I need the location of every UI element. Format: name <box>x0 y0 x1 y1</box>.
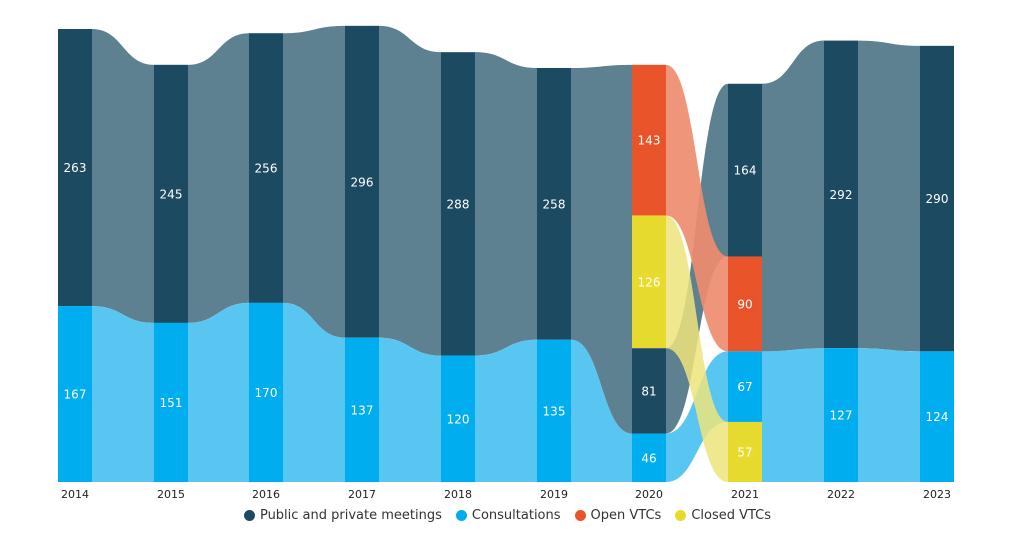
flow-consultations-2017-2018 <box>379 337 441 482</box>
value-label-bg-public-and-private-meetings-2020 <box>638 381 660 400</box>
legend-label-closed-vtcs: Closed VTCs <box>691 508 772 523</box>
legend-swatch-open-vtcs <box>574 510 586 521</box>
flow-public-and-private-meetings-2014-2015 <box>92 28 154 323</box>
value-label-public-and-private-meetings-2023: 290 <box>926 192 949 206</box>
value-label-bg-consultations-2022 <box>826 406 856 425</box>
legend-item-open-vtcs: Open VTCs <box>574 508 662 523</box>
value-label-consultations-2016: 170 <box>255 386 278 400</box>
flow-consultations-2022-2023 <box>858 348 920 482</box>
flow-consultations-2015-2016 <box>188 302 249 482</box>
value-label-consultations-2022: 127 <box>830 409 853 423</box>
legend-item-meetings: Public and private meetings <box>243 508 442 523</box>
flow-public-and-private-meetings-2022-2023 <box>858 40 920 352</box>
flow-consultations-2014-2015 <box>92 306 154 482</box>
value-label-public-and-private-meetings-2021: 164 <box>734 164 757 178</box>
value-label-bg-consultations-2021 <box>734 377 756 396</box>
x-tick-label-2019: 2019 <box>540 488 568 501</box>
legend: Public and private meetings Consultation… <box>0 508 1015 523</box>
value-label-consultations-2014: 167 <box>64 388 87 402</box>
x-tick-label-2015: 2015 <box>157 488 185 501</box>
value-label-public-and-private-meetings-2022: 292 <box>830 188 853 202</box>
flow-consultations-2019-2020 <box>571 339 632 482</box>
legend-swatch-meetings <box>243 510 255 521</box>
flow-public-and-private-meetings-2017-2018 <box>379 25 441 356</box>
legend-label-open-vtcs: Open VTCs <box>590 508 662 523</box>
value-label-bg-consultations-2014 <box>60 385 90 404</box>
value-label-bg-consultations-2019 <box>539 401 569 420</box>
value-label-bg-consultations-2016 <box>251 383 281 402</box>
x-tick-label-2020: 2020 <box>635 488 663 501</box>
flow-meetings-2021-2022 <box>762 40 824 352</box>
value-label-open-vtcs-2020: 143 <box>638 134 661 148</box>
x-tick-label-2023: 2023 <box>923 488 951 501</box>
value-label-closed-vtcs-2021: 57 <box>737 445 752 459</box>
legend-item-closed-vtcs: Closed VTCs <box>675 508 771 523</box>
nodes-layer: 263 167 245 151 256 170 296 137 288 120 258 135 143 1… <box>58 25 954 482</box>
value-label-consultations-2019: 135 <box>543 404 566 418</box>
value-label-bg-public-and-private-meetings-2014 <box>60 158 90 177</box>
legend-swatch-closed-vtcs <box>675 510 687 521</box>
x-tick-label-2018: 2018 <box>444 488 472 501</box>
flow-consultations-2016-2017 <box>283 302 345 482</box>
x-tick-label-2016: 2016 <box>252 488 280 501</box>
value-label-consultations-2020: 46 <box>641 451 656 465</box>
flow-closed-vtcs-2020-2021 <box>666 215 728 483</box>
value-label-consultations-2021: 67 <box>737 380 752 394</box>
x-axis: 2014 2015 2016 2017 2018 2019 2020 2021 2022 2023 <box>61 488 951 501</box>
flow-consultations-2020-2021 <box>666 351 728 482</box>
value-label-closed-vtcs-2020: 126 <box>638 275 661 289</box>
value-label-public-and-private-meetings-2017: 296 <box>351 175 374 189</box>
value-label-bg-open-vtcs-2021 <box>734 294 756 313</box>
flow-consultations-2018-2019 <box>475 339 537 482</box>
value-label-consultations-2017: 137 <box>351 403 374 417</box>
value-label-bg-public-and-private-meetings-2015 <box>156 184 186 203</box>
value-label-consultations-2015: 151 <box>160 396 183 410</box>
value-label-bg-consultations-2018 <box>443 409 473 428</box>
flow-public-and-private-meetings-2015-2016 <box>188 33 249 323</box>
sankey-chart: 263 167 245 151 256 170 296 137 288 120 258 135 143 1… <box>58 25 954 501</box>
legend-item-consultations: Consultations <box>455 508 561 523</box>
value-label-bg-public-and-private-meetings-2017 <box>347 172 377 191</box>
value-label-bg-public-and-private-meetings-2023 <box>922 189 952 208</box>
value-label-public-and-private-meetings-2015: 245 <box>160 187 183 201</box>
value-label-public-and-private-meetings-2014: 263 <box>64 161 87 175</box>
value-label-bg-public-and-private-meetings-2016 <box>251 159 281 178</box>
value-label-consultations-2023: 124 <box>926 410 949 424</box>
value-label-public-and-private-meetings-2018: 288 <box>447 197 470 211</box>
value-label-bg-public-and-private-meetings-2022 <box>826 185 856 204</box>
flow-public-and-private-meetings-2016-2017 <box>283 25 345 338</box>
legend-label-consultations: Consultations <box>471 508 561 523</box>
value-label-bg-public-and-private-meetings-2018 <box>443 194 473 213</box>
flow-meetings-2019-2020 <box>571 64 632 434</box>
x-tick-label-2021: 2021 <box>731 488 759 501</box>
flow-consultations-2021-2022 <box>762 348 824 482</box>
value-label-open-vtcs-2021: 90 <box>737 297 752 311</box>
flow-open-vtcs-2020-2021 <box>666 64 728 352</box>
value-label-bg-consultations-2023 <box>922 407 952 426</box>
value-label-bg-public-and-private-meetings-2019 <box>539 194 569 213</box>
legend-label-meetings: Public and private meetings <box>259 508 442 523</box>
x-tick-label-2014: 2014 <box>61 488 89 501</box>
value-label-bg-open-vtcs-2020 <box>634 131 664 150</box>
value-label-public-and-private-meetings-2020: 81 <box>641 384 656 398</box>
x-tick-label-2022: 2022 <box>827 488 855 501</box>
value-label-bg-consultations-2017 <box>347 400 377 419</box>
value-label-public-and-private-meetings-2016: 256 <box>255 162 278 176</box>
flows-layer <box>92 25 920 483</box>
value-label-bg-closed-vtcs-2021 <box>734 442 756 461</box>
value-label-consultations-2018: 120 <box>447 412 470 426</box>
value-label-bg-consultations-2020 <box>638 448 660 467</box>
value-label-public-and-private-meetings-2019: 258 <box>543 197 566 211</box>
value-label-bg-consultations-2015 <box>156 393 186 412</box>
value-label-bg-closed-vtcs-2020 <box>634 272 664 291</box>
legend-swatch-consultations <box>455 510 467 521</box>
flow-public-and-private-meetings-2018-2019 <box>475 52 537 356</box>
value-label-bg-public-and-private-meetings-2021 <box>730 161 760 180</box>
x-tick-label-2017: 2017 <box>348 488 376 501</box>
